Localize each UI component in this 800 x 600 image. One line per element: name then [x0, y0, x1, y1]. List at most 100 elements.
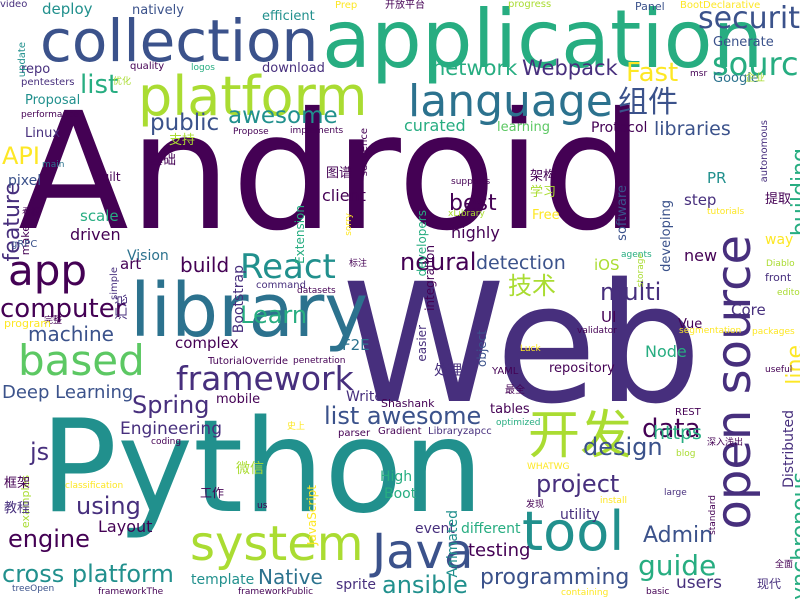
word-教程: 教程 — [4, 501, 31, 516]
word-propose: Propose — [233, 127, 269, 137]
word-build: build — [180, 253, 230, 277]
word-main: main — [42, 160, 65, 170]
word-distributed: Distributed — [781, 410, 797, 488]
word-spring: Spring — [132, 391, 210, 419]
word-api: API — [2, 142, 40, 170]
word-security: security — [698, 1, 800, 36]
word-blog: blog — [676, 449, 696, 459]
word-performance: performance — [21, 110, 79, 120]
word-rest: REST — [675, 407, 701, 418]
word-xlibrary: xLibrary — [448, 209, 485, 219]
word-easier: easier — [415, 325, 429, 362]
word-layout: Layout — [98, 517, 153, 536]
word-guide: guide — [638, 549, 717, 582]
word-android: Android — [18, 79, 645, 267]
word-deploy: deploy — [42, 0, 93, 18]
word-optimized: optimized — [496, 418, 541, 428]
word-curated: curated — [404, 116, 466, 135]
word-program: program — [4, 317, 51, 330]
word-way: way — [765, 232, 794, 248]
word-google: Google — [713, 71, 759, 86]
word-new: new — [684, 246, 718, 265]
word-generate: Generate — [713, 35, 774, 50]
word-admin: Admin — [643, 523, 714, 548]
word-标注: 标注 — [349, 259, 368, 269]
word-史上: 史上 — [287, 422, 306, 432]
word-js: js — [30, 438, 50, 466]
word-bootdeclarative: BootDeclarative — [680, 0, 761, 11]
word-diablo: Diablo — [766, 259, 795, 269]
word-software: software — [615, 185, 630, 241]
word-integration: integration — [423, 245, 437, 311]
word-core: Core — [731, 301, 766, 319]
word-multi: multi — [600, 278, 662, 306]
word-javascript: JavaScript — [305, 485, 319, 546]
word-f2e: F2E — [342, 336, 370, 354]
word-progress: progress — [508, 0, 552, 10]
word-editor: editor — [777, 288, 800, 298]
word-front: front — [765, 271, 792, 284]
word-微信: 微信 — [236, 461, 264, 477]
word-java: Java — [372, 524, 474, 580]
word-framework: framework — [176, 359, 354, 398]
word-open-source: open source — [706, 235, 762, 530]
word-node: Node — [645, 342, 687, 361]
word-utility: utility — [560, 507, 600, 523]
word-template: template — [191, 572, 255, 588]
word-python: Python — [40, 393, 484, 542]
word-event: event — [415, 521, 455, 537]
word-project: project — [536, 470, 620, 498]
word-us: us — [257, 501, 268, 511]
word-standard: standard — [708, 495, 718, 535]
word-fast: Fast — [626, 58, 679, 88]
word-awesome: awesome — [228, 103, 338, 129]
word-pixel: pixel — [8, 173, 42, 189]
word-system: system — [190, 516, 364, 572]
word-write: Write — [346, 389, 383, 405]
word-技术: 技术 — [508, 272, 556, 300]
word-架构: 架构 — [530, 169, 557, 184]
word-natively: natively — [132, 3, 184, 18]
word-vue: Vue — [678, 317, 703, 332]
word-engine: engine — [8, 525, 90, 553]
word-企业: 企业 — [745, 73, 765, 84]
word-video: video — [0, 0, 28, 10]
word-client: client — [322, 186, 366, 205]
word-neural: neural — [400, 248, 477, 276]
word-quality: quality — [130, 61, 165, 72]
word-simple: simple — [109, 267, 120, 301]
word-validator: validator — [577, 326, 617, 336]
word-based: based — [18, 336, 145, 385]
word-agents: agents — [621, 250, 652, 260]
word-basic: basic — [646, 587, 670, 597]
word-deep-learning: Deep Learning — [2, 382, 134, 403]
word-built: built — [94, 170, 121, 184]
word-step: step — [684, 191, 717, 209]
word-scale: scale — [80, 207, 119, 225]
word-frameworkpublic: frameworkPublic — [238, 587, 314, 597]
word-using: using — [76, 492, 141, 520]
word-learn: Learn — [240, 301, 308, 329]
word-bootstrap: Bootstrap — [231, 265, 247, 334]
word-treeopen: treeOpen — [12, 584, 55, 594]
word-优化: 优化 — [113, 77, 132, 87]
word-linux: Linux — [25, 126, 61, 141]
word-luck: Luck — [520, 344, 541, 354]
word-ios: iOS — [594, 256, 620, 274]
word-基础: 基础 — [150, 153, 177, 168]
word-network: network — [432, 56, 518, 80]
word-building: building — [788, 148, 800, 237]
word-list-awesome: list awesome — [324, 402, 482, 430]
word-yaml: YAML — [492, 366, 519, 377]
word-collection: collection — [40, 7, 319, 75]
word-large: large — [664, 488, 687, 498]
word-提取: 提取 — [765, 192, 792, 207]
word-proposal: Proposal — [25, 93, 81, 108]
word-implements: implements — [290, 126, 344, 136]
word-native: Native — [258, 565, 323, 589]
word-看板: 看板 — [22, 208, 41, 218]
word-asynchronous: asynchronous — [788, 472, 800, 600]
word-detection: detection — [476, 252, 566, 274]
word-tutorials: tutorials — [707, 207, 745, 217]
word-图谱: 图谱 — [326, 166, 353, 181]
